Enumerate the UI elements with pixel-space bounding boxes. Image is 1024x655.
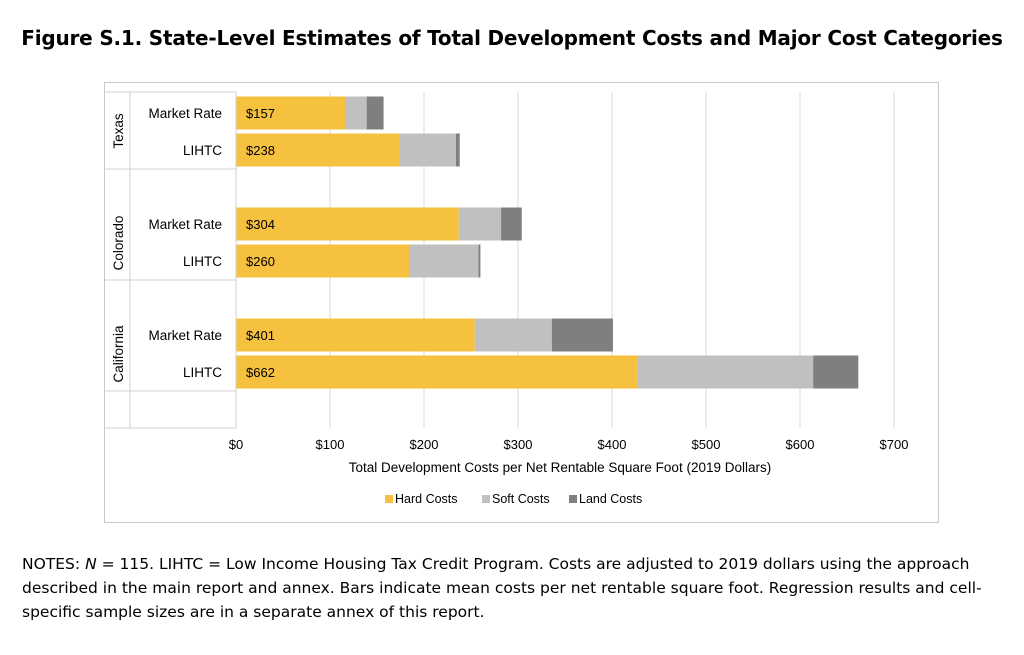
x-tick-label: $500 [692,437,721,452]
x-tick-label: $100 [316,437,345,452]
bar-total-label: $157 [246,106,275,121]
stacked-bar-chart: $157 Market Rate $238 LIHTC $304 Market Rate $… [105,91,909,506]
group-label: California [111,325,126,383]
hard-cost-bar [236,207,459,241]
bar-total-label: $304 [246,217,275,232]
bar-total-label: $662 [246,365,275,380]
legend-soft-costs-label: Soft Costs [492,492,550,506]
figure-notes: NOTES: N = 115. LIHTC = Low Income Housi… [22,552,1002,624]
soft-cost-bar [474,318,552,352]
legend-land-costs-label: Land Costs [579,492,642,506]
group-label: Texas [111,113,126,149]
bar-total-label: $401 [246,328,275,343]
notes-n-symbol: N [85,555,97,573]
x-tick-label: $700 [880,437,909,452]
legend-hard-costs-label: Hard Costs [395,492,458,506]
land-cost-bar [551,318,613,352]
x-axis-title: Total Development Costs per Net Rentable… [349,460,771,475]
legend-soft-costs-swatch [482,495,490,503]
hard-cost-bar [236,96,346,130]
figure-title: Figure S.1. State-Level Estimates of Tot… [21,26,1003,50]
bar-total-label: $260 [246,254,275,269]
soft-cost-bar [637,355,814,389]
category-label: Market Rate [148,106,222,121]
hard-cost-bar [236,355,638,389]
soft-cost-bar [408,244,479,278]
land-cost-bar [478,244,481,278]
hard-cost-bar [236,318,475,352]
notes-text: = 115. LIHTC = Low Income Housing Tax Cr… [22,555,982,621]
hard-cost-bar [236,133,400,167]
chart-container: $157 Market Rate $238 LIHTC $304 Market Rate $… [104,82,939,523]
soft-cost-bar [399,133,456,167]
category-label: LIHTC [183,254,222,269]
bar-total-label: $238 [246,143,275,158]
x-tick-label: $0 [229,437,243,452]
x-tick-label: $400 [598,437,627,452]
category-label: LIHTC [183,143,222,158]
x-tick-label: $600 [786,437,815,452]
hard-cost-bar [236,244,409,278]
land-cost-bar [366,96,384,130]
category-label: Market Rate [148,328,222,343]
x-tick-label: $300 [504,437,533,452]
category-label: LIHTC [183,365,222,380]
land-cost-bar [501,207,522,241]
x-tick-label: $200 [410,437,439,452]
legend-hard-costs-swatch [385,495,393,503]
category-label: Market Rate [148,217,222,232]
soft-cost-bar [458,207,502,241]
legend-land-costs-swatch [569,495,577,503]
notes-label: NOTES: [22,555,81,573]
land-cost-bar [813,355,859,389]
land-cost-bar [455,133,460,167]
soft-cost-bar [345,96,367,130]
group-label: Colorado [111,216,126,271]
